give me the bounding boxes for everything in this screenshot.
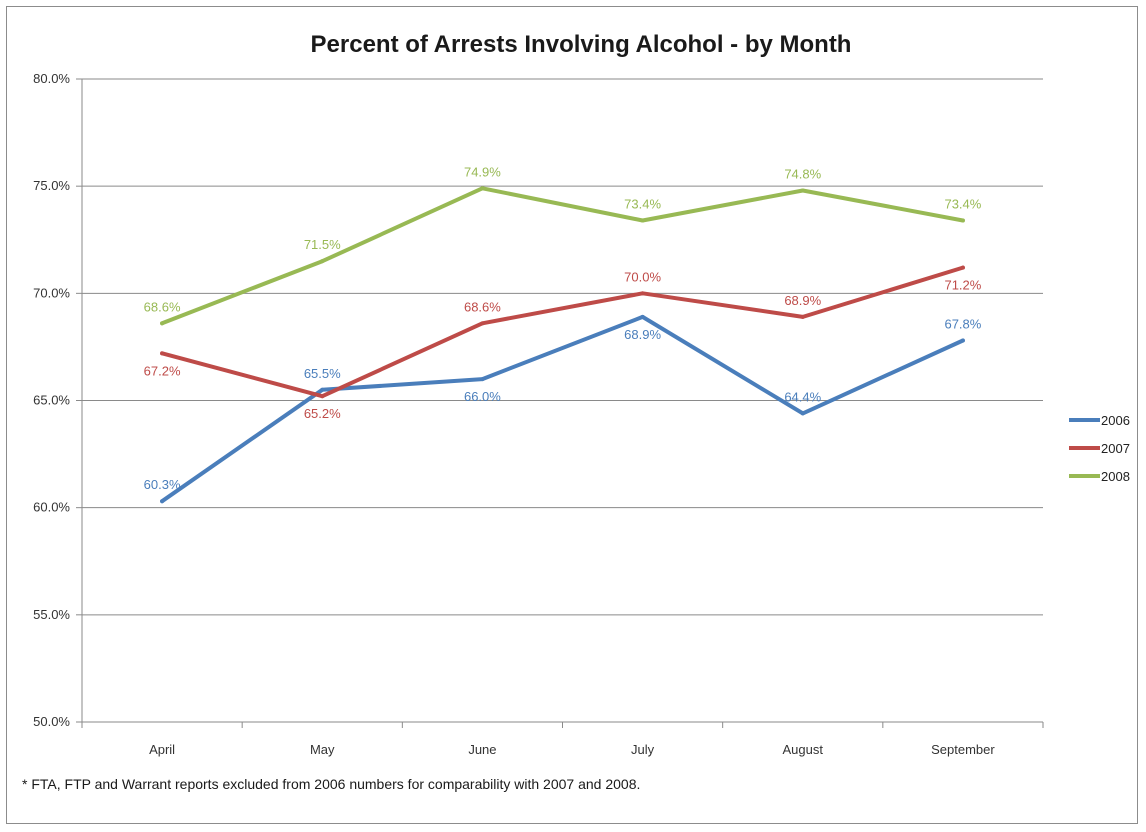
- data-label-2006: 64.4%: [784, 389, 821, 404]
- data-label-2008: 68.6%: [144, 299, 181, 314]
- data-labels: 60.3% 65.5% 66.0% 68.9% 64.4% 67.8% 67.2% 65.2%…: [144, 164, 982, 492]
- y-tick-label: 70.0%: [33, 285, 70, 300]
- data-point-2007: [960, 265, 965, 270]
- data-label-2007: 67.2%: [144, 363, 181, 378]
- x-tick-label: April: [149, 742, 175, 757]
- x-tick-label: July: [631, 742, 655, 757]
- data-point-2006: [640, 314, 645, 319]
- chart-frame: [6, 6, 1138, 824]
- legend-label-2006: 2006: [1101, 413, 1130, 428]
- grid-lines: [82, 78, 1043, 616]
- data-label-2006: 66.0%: [464, 389, 501, 404]
- legend: 2006 2007 2008: [1069, 413, 1130, 484]
- data-label-2007: 68.9%: [784, 293, 821, 308]
- data-point-2008: [960, 218, 965, 223]
- series-line-2008: [160, 186, 965, 326]
- data-label-2008: 74.8%: [784, 166, 821, 181]
- data-label-2007: 70.0%: [624, 269, 661, 284]
- data-label-2006: 68.9%: [624, 327, 661, 342]
- data-point-2008: [800, 188, 805, 193]
- y-tick-label: 65.0%: [33, 393, 70, 408]
- data-point-2008: [480, 186, 485, 191]
- data-point-2008: [320, 259, 325, 264]
- x-tick-label: May: [310, 742, 335, 757]
- y-tick-label: 50.0%: [33, 714, 70, 729]
- chart-title: Percent of Arrests Involving Alcohol - b…: [311, 31, 852, 58]
- data-label-2006: 65.5%: [304, 366, 341, 381]
- data-label-2006: 60.3%: [144, 477, 181, 492]
- data-point-2007: [480, 321, 485, 326]
- data-point-2006: [960, 338, 965, 343]
- data-label-2007: 65.2%: [304, 406, 341, 421]
- axes: 50.0% 55.0% 60.0% 65.0% 70.0% 75.0% 80.0% April…: [33, 71, 1044, 757]
- data-label-2008: 74.9%: [464, 164, 501, 179]
- series-line-2006: [160, 314, 965, 504]
- data-point-2008: [160, 321, 165, 326]
- x-tick-label: August: [783, 742, 824, 757]
- data-label-2006: 67.8%: [944, 316, 981, 331]
- y-tick-label: 80.0%: [33, 71, 70, 86]
- footnote: * FTA, FTP and Warrant reports excluded …: [22, 776, 641, 792]
- legend-label-2008: 2008: [1101, 469, 1130, 484]
- data-point-2006: [480, 377, 485, 382]
- data-point-2007: [800, 314, 805, 319]
- data-label-2008: 73.4%: [624, 196, 661, 211]
- data-point-2006: [320, 387, 325, 392]
- data-point-2007: [160, 351, 165, 356]
- data-label-2008: 73.4%: [944, 196, 981, 211]
- series-line-2007: [160, 265, 965, 399]
- x-tick-label: June: [468, 742, 496, 757]
- data-point-2006: [800, 411, 805, 416]
- data-point-2006: [160, 499, 165, 504]
- series-lines: [160, 186, 965, 504]
- legend-label-2007: 2007: [1101, 441, 1130, 456]
- data-label-2007: 68.6%: [464, 299, 501, 314]
- y-tick-label: 55.0%: [33, 607, 70, 622]
- y-tick-label: 75.0%: [33, 178, 70, 193]
- data-point-2007: [320, 394, 325, 399]
- y-tick-label: 60.0%: [33, 500, 70, 515]
- data-point-2007: [640, 291, 645, 296]
- data-point-2008: [640, 218, 645, 223]
- data-label-2007: 71.2%: [944, 278, 981, 293]
- x-tick-label: September: [931, 742, 995, 757]
- data-label-2008: 71.5%: [304, 237, 341, 252]
